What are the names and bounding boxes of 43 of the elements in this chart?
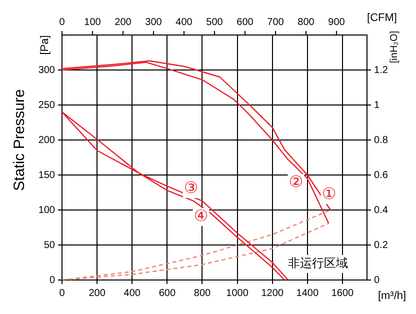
x-tick-label: 1200 (261, 288, 284, 299)
x2-tick-label: 0 (59, 16, 66, 28)
x2-axis-title: [CFM] (367, 12, 397, 24)
text: [Pa] (39, 35, 52, 55)
y-axis-title: Static Pressure (11, 89, 28, 191)
x-tick-label: 1400 (296, 288, 319, 299)
x-tick-label: 800 (194, 288, 212, 299)
x-axis-title: [m³/h] (378, 290, 406, 302)
x2-tick-label: 800 (298, 16, 315, 28)
x2-tick-label: 700 (267, 16, 284, 28)
y2-axis-title: [inH₂O] (388, 30, 400, 64)
annotation: ② (288, 172, 304, 192)
x-tick-label: 200 (88, 288, 106, 299)
y2-tick-label: 0.2 (374, 240, 388, 251)
x2-tick-label: 400 (176, 16, 193, 28)
y2-tick-label: 0 (374, 274, 380, 286)
y2-tick-label: 0.8 (374, 134, 388, 146)
x2-tick-label: 500 (206, 16, 224, 28)
y-tick-label: 100 (38, 204, 56, 216)
x2-tick-label: 900 (328, 16, 346, 28)
y2-tick-label: 1.2 (374, 64, 388, 76)
x2-tick-label: 100 (84, 16, 102, 28)
annotation: ③ (184, 178, 198, 198)
y-tick-label: 0 (49, 274, 56, 286)
annotation: 非运行区域 (288, 256, 348, 270)
x-tick-label: 0 (59, 288, 66, 299)
x2-tick-label: 200 (114, 16, 132, 28)
x-tick-label: 1000 (226, 288, 249, 299)
y2-tick-label: 1 (374, 100, 380, 111)
x-tick-label: 600 (158, 288, 176, 299)
y2-tick-label: 0.6 (374, 170, 388, 181)
y2-tick-label: 0.4 (374, 204, 388, 216)
annotation: ① (322, 184, 336, 204)
y-tick-label: 150 (38, 170, 56, 181)
x-tick-label: 1600 (331, 288, 354, 299)
y-tick-label: 250 (38, 100, 56, 111)
annotation: ④ (194, 206, 208, 226)
x-tick-label: 400 (124, 288, 141, 299)
x2-tick-label: 300 (145, 16, 162, 28)
y-tick-label: 200 (38, 134, 56, 146)
y-tick-label: 50 (44, 240, 56, 251)
y-tick-label: 300 (38, 64, 56, 76)
x2-tick-label: 600 (236, 16, 254, 28)
